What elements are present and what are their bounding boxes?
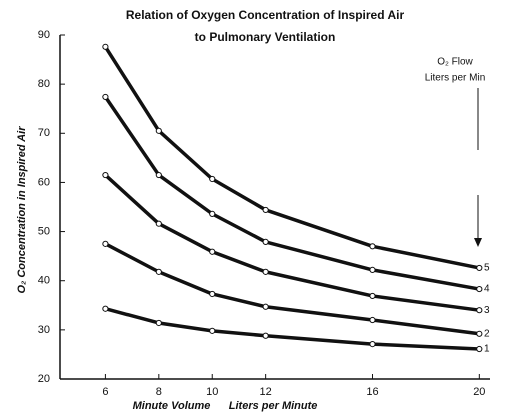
point	[262, 238, 269, 245]
point	[209, 248, 216, 255]
chart-title: Relation of Oxygen Concentration of Insp…	[126, 8, 405, 22]
point	[102, 93, 109, 101]
point	[209, 210, 216, 217]
x-tick-label: 12	[260, 386, 272, 398]
point	[155, 127, 162, 134]
point	[476, 285, 483, 293]
point	[369, 266, 376, 274]
x-tick-label: 8	[156, 386, 162, 398]
point	[102, 305, 109, 312]
legend-title: Liters per Min	[425, 73, 486, 84]
point	[155, 220, 162, 227]
point	[476, 330, 483, 337]
point	[155, 319, 162, 327]
legend-label: 4	[484, 284, 490, 295]
legend-label: 2	[484, 328, 490, 339]
x-tick-label: 10	[206, 386, 218, 398]
point	[155, 268, 162, 275]
point	[102, 43, 109, 50]
point	[476, 307, 483, 314]
point	[102, 171, 109, 179]
x-axis-title: Minute Volume Liters per Minute	[133, 400, 318, 412]
point	[155, 171, 162, 179]
legend-title: O₂ Flow	[437, 57, 473, 68]
point	[369, 292, 376, 300]
y-tick-label: 80	[38, 78, 50, 90]
point	[209, 327, 216, 334]
legend-label: 1	[484, 344, 490, 355]
x-tick-label: 20	[473, 386, 485, 398]
series-line	[103, 45, 480, 270]
arrow-head	[474, 238, 482, 247]
y-tick-label: 20	[38, 373, 50, 385]
point	[476, 345, 483, 353]
series-line	[104, 307, 480, 351]
y-tick-label: 70	[38, 127, 50, 139]
point	[262, 206, 269, 214]
series-line	[103, 95, 480, 291]
y-tick-label: 90	[38, 29, 50, 41]
series-line	[104, 173, 480, 312]
legend-label: 3	[484, 305, 490, 316]
x-tick-label: 16	[366, 386, 378, 398]
point	[102, 240, 109, 247]
chart-subtitle: to Pulmonary Ventilation	[195, 30, 336, 44]
y-tick-label: 50	[38, 225, 50, 237]
y-tick-label: 60	[38, 176, 50, 188]
point	[209, 175, 216, 183]
point	[262, 303, 269, 310]
series-line	[104, 242, 480, 336]
point	[369, 341, 376, 348]
y-tick-label: 40	[38, 275, 50, 287]
y-axis-title: O₂ Concentration in Inspired Air	[16, 126, 28, 294]
x-tick-label: 6	[102, 386, 108, 398]
point	[476, 264, 483, 272]
legend-label: 5	[484, 263, 490, 274]
point	[209, 290, 216, 298]
point	[262, 268, 269, 275]
y-tick-label: 30	[38, 324, 50, 336]
point	[369, 243, 376, 250]
point	[369, 316, 376, 324]
point	[262, 332, 269, 339]
